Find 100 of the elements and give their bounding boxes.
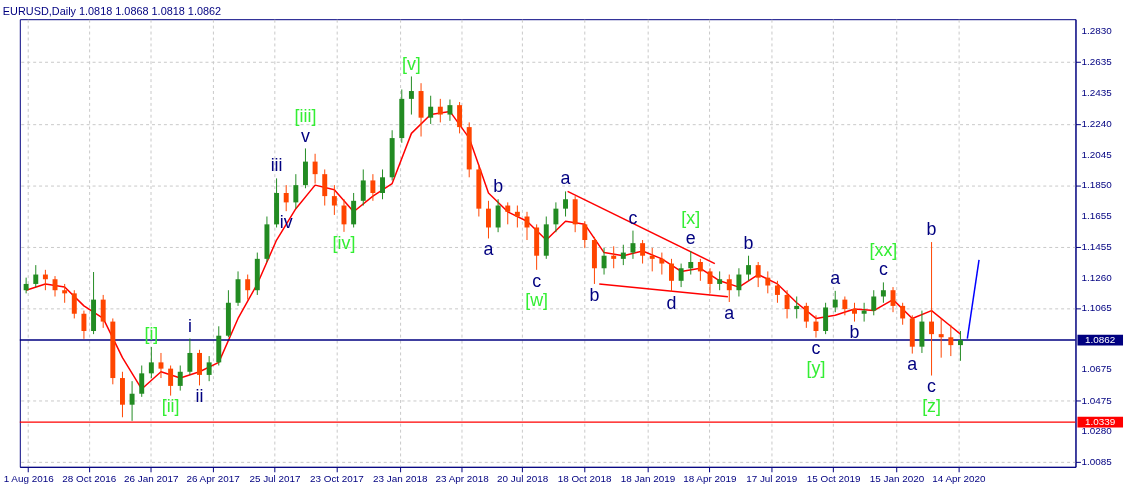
annotation: [z] (922, 396, 941, 417)
candlestick (197, 349, 202, 386)
candlestick (890, 286, 896, 313)
candlestick (100, 294, 106, 329)
candlestick (765, 270, 771, 294)
candlestick (832, 290, 838, 313)
y-tick-label: 1.1455 (1081, 241, 1113, 253)
y-tick-label: 1.2045 (1081, 148, 1113, 160)
candlestick (351, 192, 357, 228)
y-tick-label: 1.0085 (1081, 455, 1113, 467)
y-tick-label: 1.0475 (1081, 394, 1113, 406)
chart-title: EURUSD,Daily 1.0818 1.0868 1.0818 1.0862 (2, 5, 222, 18)
y-tick-label: 1.0280 (1081, 425, 1113, 437)
x-tick-label: 23 Oct 2017 (309, 473, 364, 485)
candlestick (514, 205, 520, 228)
annotation: [i] (144, 324, 159, 345)
candlestick (495, 198, 501, 233)
annotation: [xx] (869, 239, 898, 260)
candlestick (81, 310, 87, 340)
candlestick (852, 302, 857, 323)
candlestick (717, 270, 723, 291)
candlestick (370, 173, 376, 202)
y-tick-label: 1.1655 (1081, 209, 1113, 221)
annotation: iii (270, 155, 283, 176)
candlestick (688, 250, 694, 276)
ref-line-label: 1.0862 (1085, 334, 1116, 346)
candlestick (437, 98, 443, 123)
candlestick (302, 147, 308, 189)
candlestick (871, 289, 877, 316)
annotation: [x] (681, 208, 701, 229)
x-tick-label: 15 Oct 2019 (806, 473, 862, 485)
annotation: c (927, 376, 937, 397)
candlestick (380, 168, 385, 200)
annotation: c (532, 270, 542, 291)
candlestick (177, 365, 183, 392)
x-tick-label: 23 Apr 2018 (435, 473, 490, 485)
x-tick-label: 18 Jan 2019 (620, 473, 676, 485)
candlestick (148, 346, 154, 379)
annotation: a (724, 302, 735, 323)
x-tick-label: 28 Oct 2016 (62, 473, 117, 485)
candlestick (611, 245, 617, 269)
y-tick-label: 1.2635 (1081, 55, 1113, 67)
candlestick (784, 289, 790, 319)
annotation: ii (195, 386, 204, 407)
candlestick (659, 252, 665, 276)
candlestick (62, 283, 68, 304)
candlestick (408, 75, 414, 116)
candlestick (486, 200, 491, 239)
annotation: [ii] (161, 396, 180, 417)
candlestick (697, 258, 703, 282)
y-tick-label: 1.2830 (1081, 25, 1113, 37)
y-tick-label: 1.0675 (1081, 363, 1113, 375)
candlestick (813, 314, 819, 339)
annotation: a (560, 168, 571, 189)
annotation: d (666, 292, 677, 313)
x-tick-label: 23 Jan 2018 (372, 473, 428, 485)
y-tick-label: 1.2240 (1081, 117, 1113, 129)
x-tick-label: 26 Jan 2017 (123, 473, 179, 485)
candlestick (774, 280, 780, 304)
candlestick (861, 302, 867, 323)
candlestick (640, 239, 646, 265)
candlestick (620, 244, 626, 266)
y-tick-label: 1.1850 (1081, 179, 1113, 191)
candlestick (823, 302, 829, 335)
y-tick-label: 1.1065 (1081, 302, 1113, 314)
x-tick-label: 20 Jul 2018 (497, 473, 549, 485)
candlestick (312, 153, 318, 185)
candlestick (71, 289, 77, 319)
candlestick (553, 201, 559, 233)
x-tick-label: 25 Jul 2017 (249, 473, 301, 485)
annotation: b (926, 219, 937, 240)
candlestick (331, 184, 337, 216)
candlestick (649, 247, 655, 272)
annotation: [w] (525, 290, 549, 311)
annotation: c (811, 338, 821, 359)
annotation: e (685, 228, 696, 249)
annotation: b (589, 284, 600, 305)
candlestick (129, 380, 135, 422)
annotation: a (830, 267, 841, 288)
x-tick-label: 17 Jul 2019 (746, 473, 798, 485)
y-tick-label: 1.2435 (1081, 87, 1113, 99)
x-tick-label: 26 Apr 2017 (186, 473, 240, 485)
candlestick (678, 263, 684, 288)
candlestick (630, 230, 636, 260)
candlestick (235, 270, 241, 307)
candlestick (505, 201, 511, 225)
annotation: a (483, 239, 494, 260)
x-tick-label: 14 Apr 2020 (932, 473, 987, 485)
annotation: i (187, 315, 192, 336)
candlestick (187, 338, 193, 376)
annotation: c (628, 207, 638, 228)
annotation: v (301, 125, 311, 146)
candlestick (293, 173, 299, 210)
annotation: [v] (402, 53, 421, 74)
annotation: [iv] (332, 232, 356, 253)
candlestick (842, 295, 848, 316)
candlestick (601, 247, 607, 276)
candlestick (900, 302, 906, 326)
candlestick (669, 258, 674, 293)
candlestick (23, 277, 29, 294)
